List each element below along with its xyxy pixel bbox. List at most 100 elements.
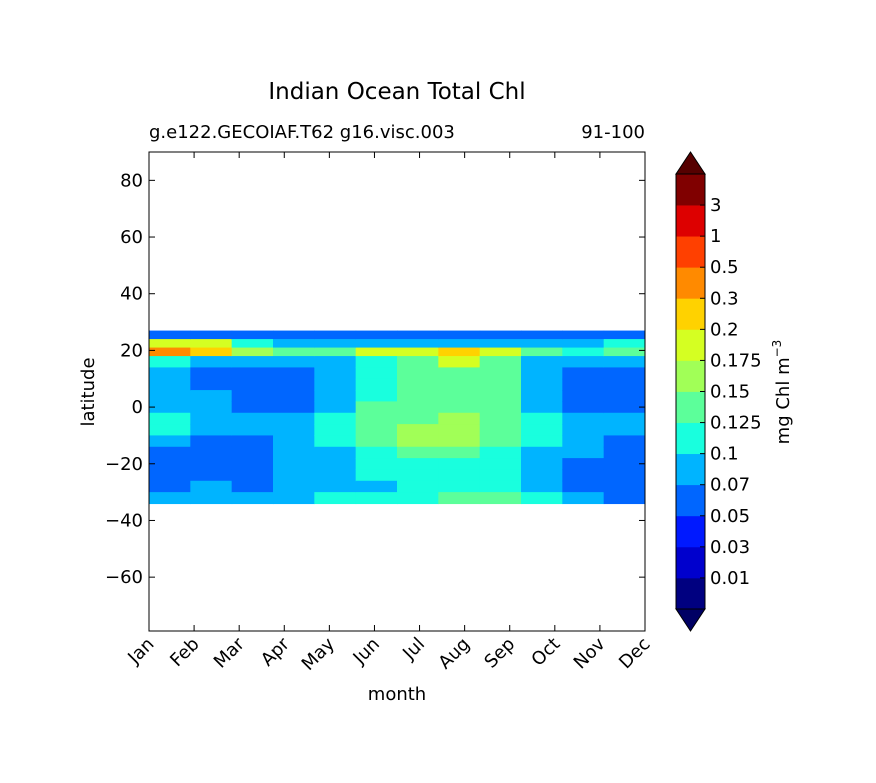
contour-cell [190,367,233,380]
contour-cell [562,339,605,349]
contour-cell [603,480,645,493]
y-tick-label: 60 [120,227,143,248]
contour-cell [562,401,605,414]
contour-cell [231,480,274,493]
colorbar-segment [676,329,705,361]
contour-cell [562,378,605,391]
contour-cell [479,424,522,437]
contour-cell [521,330,563,340]
contour-cell [149,330,191,340]
contour-cell [190,435,233,448]
contour-cell [562,367,605,380]
chart-subtitle-right: 91-100 [581,122,645,143]
contour-cell [355,356,398,369]
x-tick-label: Dec [615,634,654,673]
contour-cell [603,367,645,380]
x-tick-label: Feb [166,634,203,671]
contour-cell [397,401,439,414]
contour-cell [190,401,233,414]
contour-cell [355,339,398,349]
contour-cell [603,347,645,357]
contour-cell [149,469,191,482]
contour-cell [314,424,357,437]
contour-cell [273,330,315,340]
contour-cell [521,446,563,459]
contour-cell [149,435,191,448]
contour-cell [355,446,398,459]
contour-cell [149,339,191,349]
colorbar-tick-label: 3 [710,195,721,216]
contour-cell [479,390,522,403]
contour-cell [397,458,439,471]
contour-cell [479,458,522,471]
contour-cell [355,347,398,357]
contour-cell [438,446,481,459]
contour-cell [438,339,481,349]
contour-cell [314,356,357,369]
x-tick-label: Sep [480,634,519,673]
contour-cell [438,480,481,493]
contour-cell [562,492,605,505]
contour-cell [314,480,357,493]
contour-cell [314,446,357,459]
colorbar-label-text: mg Chl m [773,357,794,444]
contour-cell [231,339,274,349]
colorbar: 0.01 0.03 0.05 0.07 0.1 0.125 0.15 0.175 0.2 0.3 0… [675,151,762,632]
contour-cell [397,339,439,349]
contour-cell [438,412,481,425]
contour-cell [355,435,398,448]
contour-cell [603,378,645,391]
contour-cell [479,356,522,369]
contour-cell [397,330,439,340]
contour-cell [438,378,481,391]
contour-cell [314,347,357,357]
contour-cell [149,378,191,391]
contour-cell [273,378,315,391]
colorbar-label-superscript: −3 [770,340,784,358]
y-tick-label: −40 [105,510,143,531]
colorbar-segment [676,546,705,579]
contour-cell [479,480,522,493]
colorbar-tick-label: 0.07 [710,475,750,496]
contour-cell [397,356,439,369]
contour-cell [562,480,605,493]
x-tick-label: Mar [210,633,249,672]
contour-cell [149,412,191,425]
colorbar-segment [676,484,705,517]
colorbar-tick-label: 0.2 [710,319,739,340]
contour-cell [479,435,522,448]
contour-cell [149,356,191,369]
contour-cell [190,330,233,340]
contour-cell [521,435,563,448]
contour-cell [314,435,357,448]
contour-cell [273,458,315,471]
contour-cell [438,424,481,437]
contour-cell [603,435,645,448]
contour-cell [273,390,315,403]
contour-cell [438,356,481,369]
contour-cell [314,378,357,391]
contour-cell [355,480,398,493]
contour-cell [355,469,398,482]
contour-cell [438,435,481,448]
y-tick-label: 0 [132,397,143,418]
x-tick-label: Jul [398,634,429,665]
contour-cell [521,492,563,505]
contour-cell [231,356,274,369]
colorbar-tick-label: 0.1 [710,444,739,465]
colorbar-segment [676,422,705,455]
contour-cell [397,469,439,482]
colorbar-under-arrow [675,608,706,632]
contour-cell [438,469,481,482]
contour-cell [521,458,563,471]
contour-cell [190,390,233,403]
contour-cell [479,401,522,414]
contour-cell [397,412,439,425]
colorbar-tick-label: 0.01 [710,568,750,589]
contour-cell [190,480,233,493]
plot-area: Jan Feb Mar Apr May Jun Jul Aug Sep Oct Nov Dec 80 6… [105,151,655,675]
contour-cell [231,378,274,391]
contour-cell [314,330,357,340]
contour-cell [603,339,645,349]
